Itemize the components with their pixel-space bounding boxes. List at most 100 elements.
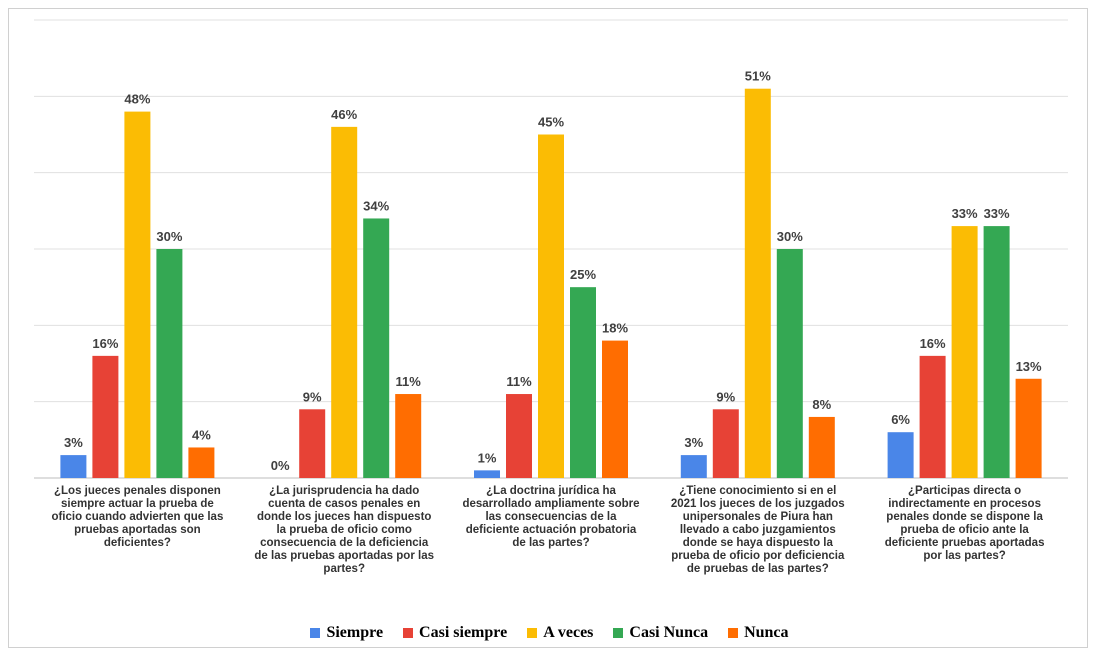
category-label-line: donde los jueces han dispuesto (257, 511, 431, 523)
data-label: 8% (812, 397, 831, 412)
data-label: 0% (271, 458, 290, 473)
legend-item: Casi Nunca (613, 624, 708, 642)
category-label-line: ¿Tiene conocimiento si en el (679, 485, 836, 497)
bar (538, 134, 564, 478)
category-label-line: de pruebas de las partes? (687, 563, 829, 575)
legend-swatch (403, 628, 414, 638)
bar (712, 409, 739, 478)
bar (602, 340, 628, 478)
bar (92, 355, 119, 478)
category-label-line: penales donde se dispone la (886, 511, 1043, 523)
legend-item: Siempre (310, 624, 383, 642)
data-label: 45% (538, 115, 564, 130)
category-label-line: donde se haya dispuesto la (683, 537, 834, 549)
data-label: 51% (745, 69, 771, 84)
category-label-line: 2021 los jueces de los juzgados (671, 498, 845, 510)
category-label-line: las consecuencias de la (485, 511, 617, 523)
category-label-line: por las partes? (923, 550, 1005, 562)
category-label-line: prueba de oficio ante la (900, 524, 1029, 536)
category-label-line: deficiente actuación probatoria (466, 524, 637, 536)
category-label-line: llevado a cabo juzgamientos (680, 524, 836, 536)
data-label: 3% (684, 435, 703, 450)
bar (331, 126, 358, 478)
data-label: 18% (602, 321, 628, 336)
category-label-line: unipersonales de Piura han (683, 511, 833, 523)
category-label-line: indirectamente en procesos (888, 498, 1041, 510)
bar (1015, 378, 1042, 478)
bar (680, 455, 707, 478)
bar (506, 394, 532, 478)
bar (570, 287, 596, 478)
category-label-line: ¿Los jueces penales disponen (54, 485, 221, 497)
legend-label: Casi siempre (419, 624, 508, 641)
category-label: ¿La doctrina jurídica ha desarrollado amp… (462, 485, 639, 549)
data-label: 9% (716, 389, 735, 404)
legend-swatch (613, 628, 624, 638)
legend-label: Nunca (744, 624, 789, 641)
data-label: 46% (331, 107, 357, 122)
bar (299, 409, 326, 478)
data-label: 34% (363, 198, 389, 213)
data-label: 11% (396, 374, 422, 389)
category-label-line: la prueba de oficio como (276, 524, 411, 536)
data-label: 6% (891, 412, 910, 427)
data-label: 16% (920, 336, 946, 351)
data-label: 33% (952, 206, 978, 221)
category-label-line: pruebas aportadas son (74, 524, 201, 536)
bar (951, 226, 978, 478)
category-label-line: ¿Participas directa o (908, 485, 1021, 497)
data-label: 48% (124, 92, 150, 107)
data-label: 9% (303, 389, 322, 404)
legend-item: Casi siempre (403, 624, 507, 642)
bar (188, 447, 215, 478)
bar (919, 355, 946, 478)
category-label-line: prueba de oficio por deficiencia (671, 550, 845, 562)
data-label: 16% (92, 336, 118, 351)
category-label-line: cuenta de casos penales en (268, 498, 420, 510)
data-label: 33% (984, 206, 1010, 221)
data-label: 3% (64, 435, 83, 450)
category-label: ¿Participas directa o indirectamente en p… (885, 485, 1045, 562)
data-label: 4% (192, 427, 211, 442)
data-label: 13% (1016, 359, 1042, 374)
category-label: ¿Tiene conocimiento si en el 2021 los jue… (671, 485, 845, 575)
bar (744, 88, 771, 478)
data-label: 1% (478, 450, 497, 465)
category-label-line: siempre actuar la prueba de (61, 498, 214, 510)
data-label: 30% (156, 229, 182, 244)
category-label-line: de las partes? (512, 537, 589, 549)
bar (983, 226, 1010, 478)
category-label-line: oficio cuando advierten que las (51, 511, 223, 523)
data-label: 25% (570, 267, 596, 282)
category-label-line: deficiente pruebas aportadas (885, 537, 1045, 549)
legend-swatch (728, 628, 739, 638)
bar (395, 394, 422, 478)
data-label: 30% (777, 229, 803, 244)
legend-swatch (310, 628, 321, 638)
legend-item: A veces (527, 624, 593, 642)
legend-label: Casi Nunca (629, 624, 709, 641)
bar (156, 249, 183, 478)
legend-item: Nunca (728, 624, 789, 642)
bar (474, 470, 500, 478)
category-label-line: ¿La doctrina jurídica ha (486, 485, 616, 497)
bar (776, 249, 803, 478)
bar (124, 111, 151, 478)
legend-swatch (527, 628, 538, 638)
category-label-line: de las pruebas aportadas por las (254, 550, 434, 562)
category-label-line: ¿La jurisprudencia ha dado (269, 485, 419, 497)
category-label: ¿La jurisprudencia ha dado cuenta de caso… (254, 485, 434, 575)
category-label-line: deficientes? (104, 537, 171, 549)
legend-label: Siempre (326, 624, 384, 641)
category-label: ¿Los jueces penales disponen siempre actu… (51, 485, 223, 549)
bar (808, 416, 835, 478)
category-label-line: consecuencia de la deficiencia (260, 537, 429, 549)
data-label: 11% (506, 374, 532, 389)
bar (887, 432, 914, 478)
category-label-line: partes? (323, 563, 365, 575)
bar (60, 455, 87, 478)
category-label-line: desarrollado ampliamente sobre (462, 498, 639, 510)
chart-legend: Siempre Casi siempre A veces Casi Nunca Nunc… (0, 624, 1099, 642)
bar (363, 218, 390, 478)
